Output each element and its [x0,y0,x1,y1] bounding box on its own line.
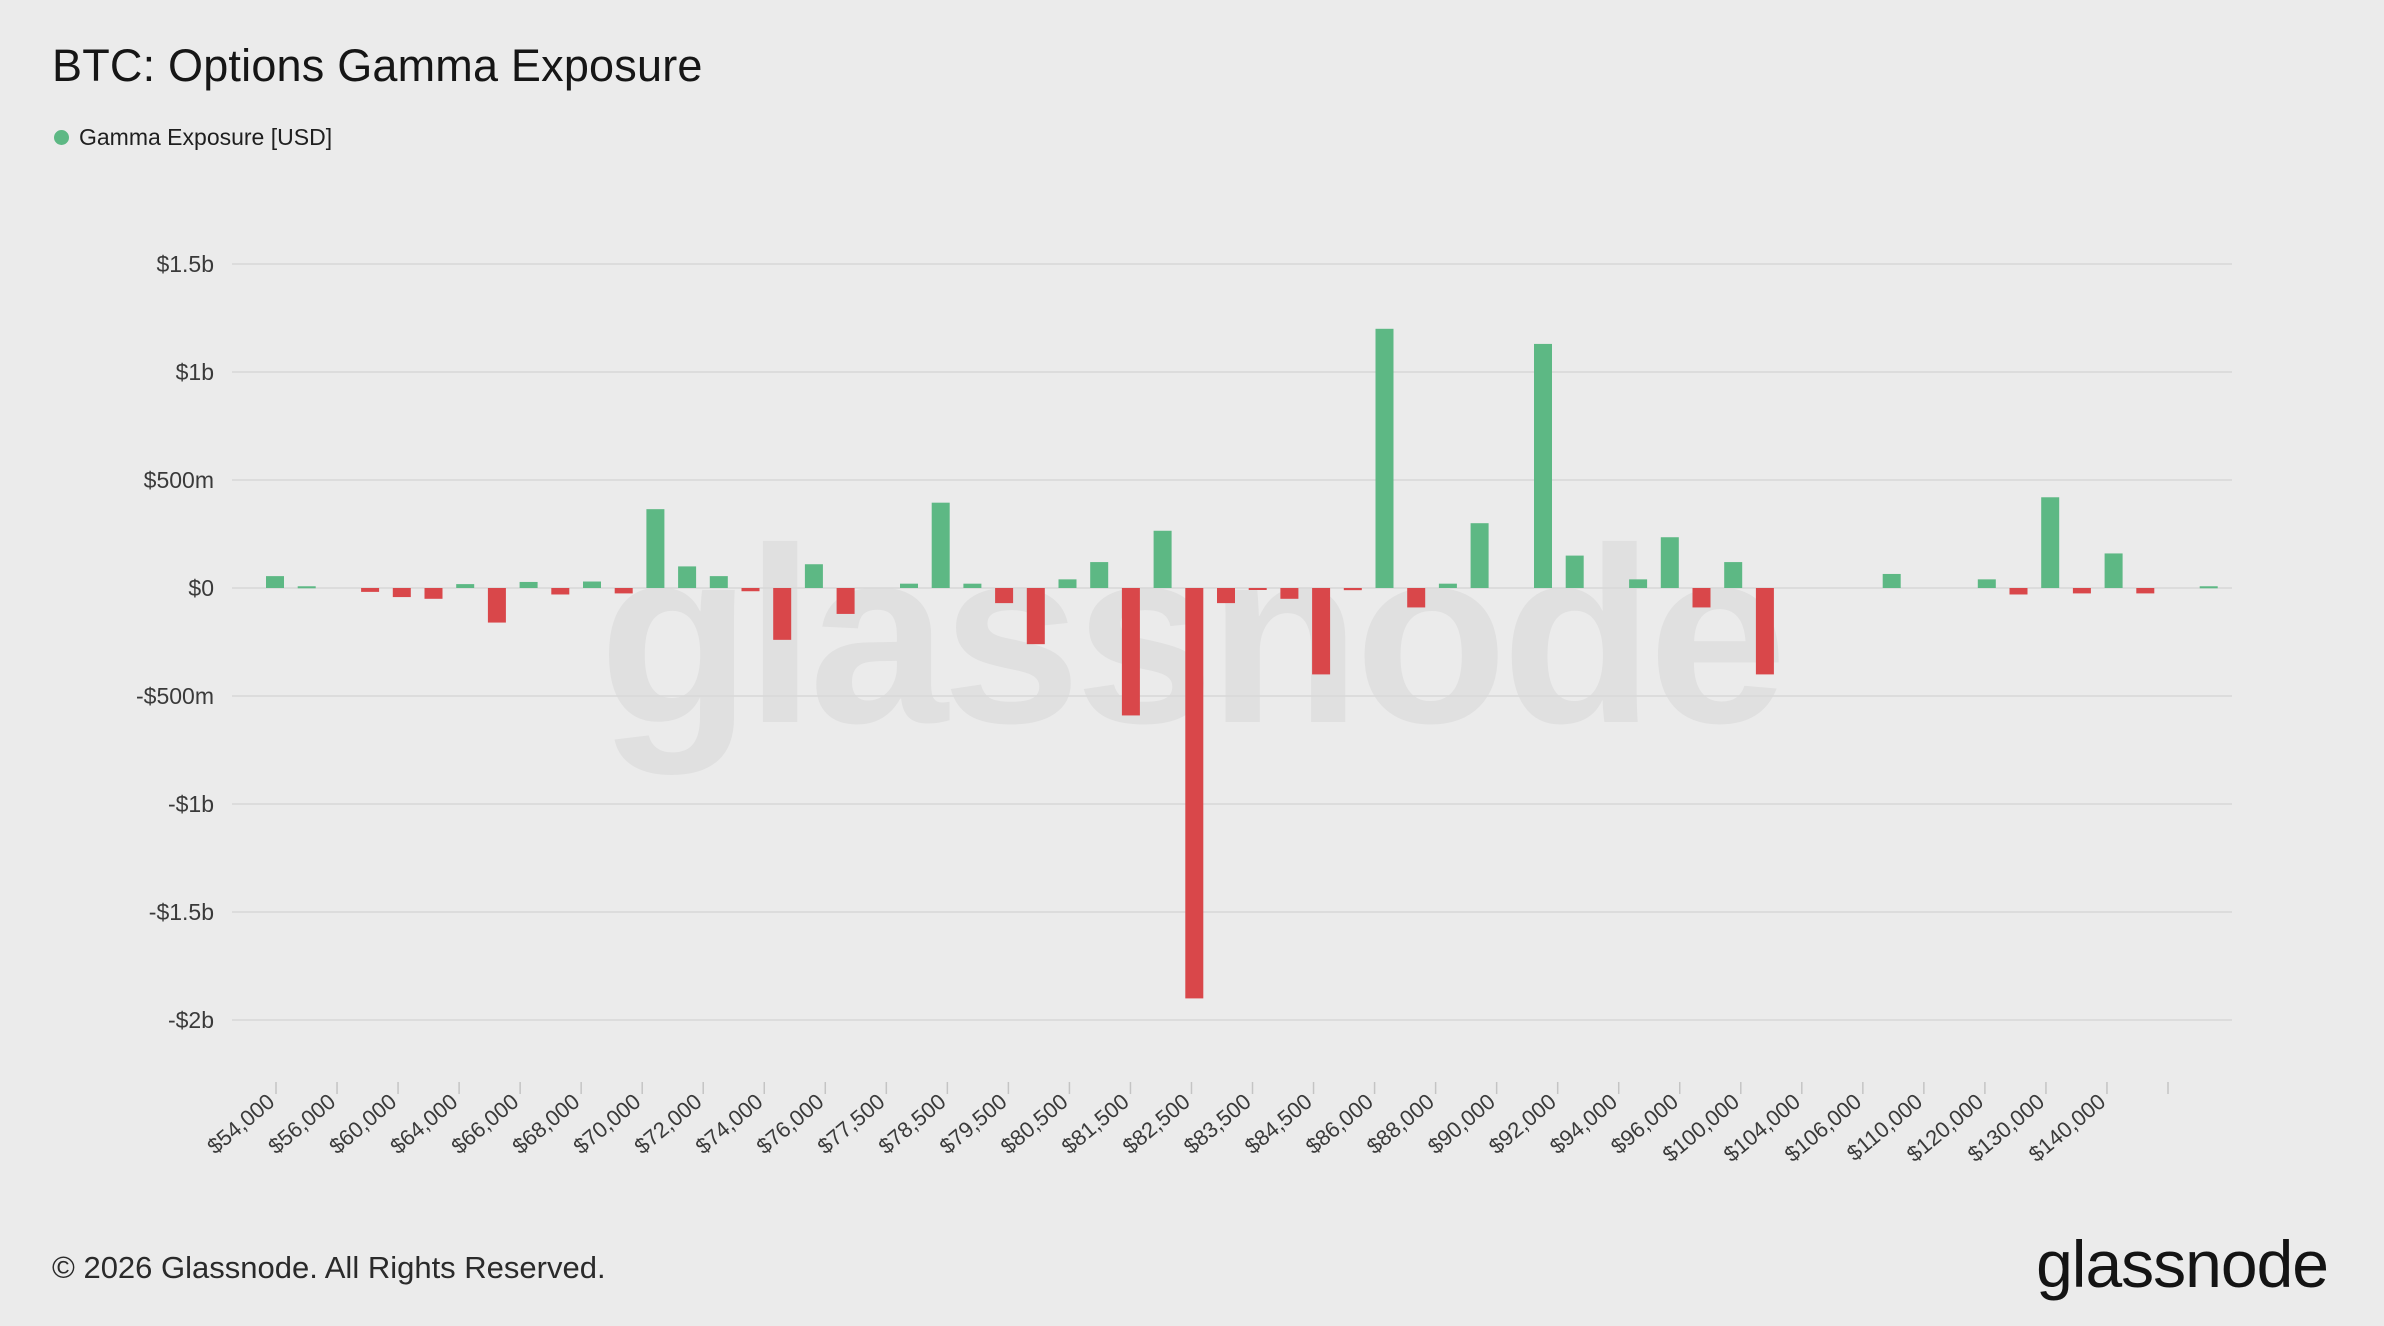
copyright-text: © 2026 Glassnode. All Rights Reserved. [52,1250,606,1285]
bar[interactable] [487,588,506,623]
bar[interactable] [266,576,284,588]
x-tick-label: $92,000 [1484,1089,1561,1159]
bar[interactable] [456,584,475,588]
bar[interactable] [995,588,1014,604]
x-tick-label: $76,000 [752,1089,829,1159]
bar[interactable] [1977,579,1996,588]
y-tick-label: -$1b [168,791,214,817]
bar[interactable] [1407,588,1426,608]
x-tick-label: $72,000 [629,1089,706,1159]
bar[interactable] [1121,588,1140,716]
x-tick-label: $78,500 [874,1089,951,1159]
x-tick-label: $94,000 [1545,1089,1622,1159]
y-tick-label: $500m [144,467,214,493]
y-tick-label: $1b [176,359,214,385]
bar[interactable] [1692,588,1711,608]
bar[interactable] [2009,588,2028,595]
bar[interactable] [1217,588,1235,604]
x-tick-label: $86,000 [1301,1089,1378,1159]
x-tick-label: $84,500 [1240,1089,1317,1159]
bar[interactable] [773,588,792,640]
bar[interactable] [2199,586,2218,589]
bar[interactable] [931,502,950,588]
bar[interactable] [1470,523,1489,588]
bar[interactable] [519,581,538,588]
y-tick-label: $1.5b [156,251,214,277]
bar[interactable] [1090,562,1109,588]
bar[interactable] [1026,588,1045,645]
y-axis: $1.5b $1b $500m $0 -$500m -$1b -$1.5b -$2b [136,251,214,1033]
bar[interactable] [1185,588,1204,999]
bar[interactable] [1755,588,1774,675]
x-tick-label: $81,500 [1057,1089,1134,1159]
bar[interactable] [1375,328,1394,588]
bar[interactable] [2041,497,2060,588]
bar[interactable] [583,581,601,588]
bar[interactable] [804,564,823,588]
bar[interactable] [361,588,380,592]
bar[interactable] [741,588,760,592]
x-tick-label: $56,000 [263,1089,340,1159]
bar[interactable] [1058,579,1077,588]
x-tick-label: $77,500 [813,1089,890,1159]
x-tick-label: $80,500 [996,1089,1073,1159]
x-tick-label: $74,000 [690,1089,767,1159]
legend-label: Gamma Exposure [USD] [79,124,333,150]
bar[interactable] [1248,588,1267,590]
x-tick-label: $70,000 [568,1089,645,1159]
x-tick-label: $68,000 [507,1089,584,1159]
bar[interactable] [297,586,316,589]
glassnode-logo[interactable]: glassnode [2036,1227,2329,1301]
bar[interactable] [709,576,728,588]
bar[interactable] [2136,588,2155,594]
bar[interactable] [392,588,411,598]
bar-layer [266,328,2218,999]
bar[interactable] [1565,555,1584,588]
bar[interactable] [1438,583,1457,588]
bar[interactable] [1534,343,1552,588]
y-tick-label: $0 [188,575,214,601]
x-axis: $54,000$56,000$60,000$64,000$66,000$68,0… [202,1082,2169,1167]
x-tick-label: $83,500 [1179,1089,1256,1159]
bar[interactable] [836,588,855,614]
bar[interactable] [1343,588,1362,591]
x-tick-label: $66,000 [446,1089,523,1159]
legend-dot-icon [54,130,69,145]
x-tick-label: $79,500 [935,1089,1012,1159]
bar[interactable] [1724,562,1743,588]
chart-title: BTC: Options Gamma Exposure [52,40,703,91]
bar[interactable] [963,583,982,588]
x-tick-label: $82,500 [1118,1089,1195,1159]
bar[interactable] [424,588,443,599]
legend[interactable]: Gamma Exposure [USD] [54,124,332,151]
bar[interactable] [900,583,918,588]
x-tick-label: $60,000 [324,1089,401,1159]
y-tick-label: -$2b [168,1007,214,1033]
bar[interactable] [1312,588,1331,675]
bar[interactable] [1882,573,1901,588]
bar[interactable] [614,588,633,594]
y-tick-label: -$500m [136,683,214,709]
bar[interactable] [678,566,697,588]
bar[interactable] [1660,537,1679,588]
bar[interactable] [551,588,570,595]
bar[interactable] [1153,530,1172,588]
bar[interactable] [1629,579,1648,588]
bar[interactable] [2104,553,2123,588]
bar[interactable] [2072,588,2091,594]
x-tick-label: $88,000 [1362,1089,1439,1159]
x-tick-label: $90,000 [1423,1089,1500,1159]
x-tick-label: $54,000 [202,1089,279,1159]
x-tick-label: $64,000 [385,1089,462,1159]
bar[interactable] [646,509,665,588]
y-tick-label: -$1.5b [149,899,214,925]
bar[interactable] [1280,588,1299,599]
